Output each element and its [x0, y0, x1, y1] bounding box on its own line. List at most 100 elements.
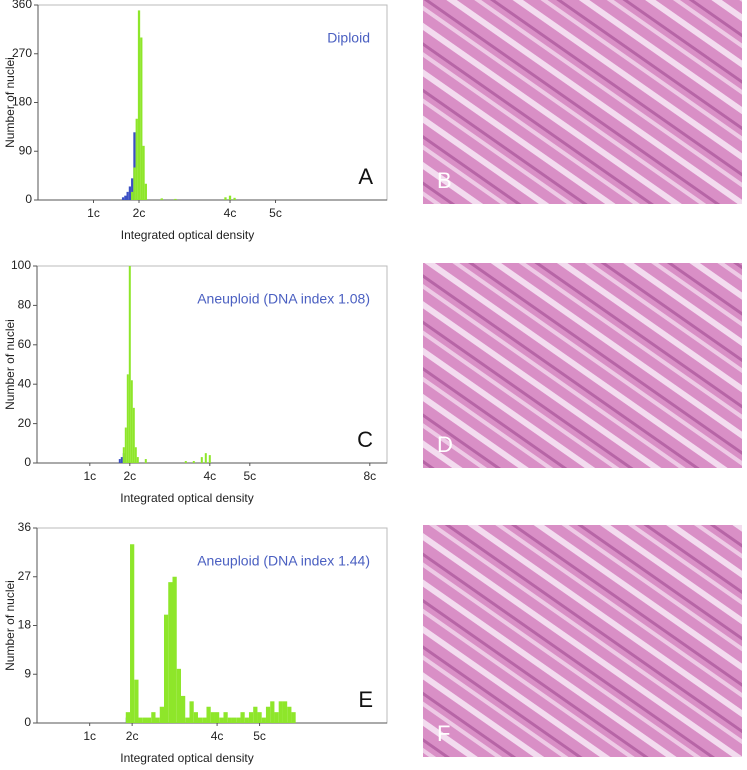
bar	[197, 717, 203, 723]
bar	[244, 717, 249, 723]
x-tick-label: 2c	[133, 206, 146, 220]
bar	[135, 118, 138, 200]
bar	[124, 427, 127, 463]
y-axis-title: Number of nuclei	[3, 57, 17, 148]
bar	[140, 37, 143, 200]
bar	[287, 706, 292, 723]
bar	[206, 706, 211, 723]
x-tick-label: 4c	[203, 469, 216, 483]
bar	[282, 701, 288, 723]
bar	[208, 455, 211, 463]
y-tick-label: 40	[18, 376, 32, 390]
image-label: F	[437, 721, 450, 746]
bar	[227, 717, 232, 723]
annotation: Diploid	[327, 30, 370, 46]
bar	[265, 706, 271, 723]
x-tick-label: 4c	[211, 729, 224, 743]
annotation: Aneuploid (DNA index 1.08)	[197, 291, 370, 307]
bar	[228, 195, 232, 200]
x-tick-label: 5c	[243, 469, 256, 483]
bar	[189, 701, 194, 723]
x-tick-label: 4c	[224, 206, 237, 220]
bar	[128, 266, 131, 463]
bar	[219, 717, 224, 723]
bar	[168, 582, 173, 723]
bar	[224, 197, 227, 200]
panel-label: C	[357, 427, 373, 452]
bar	[132, 407, 135, 463]
bar	[174, 198, 177, 200]
bar	[204, 453, 207, 463]
y-tick-label: 0	[24, 455, 31, 469]
bar	[133, 167, 136, 200]
bar	[155, 717, 160, 723]
y-axis-title: Number of nuclei	[3, 319, 17, 410]
x-tick-label: 8c	[363, 469, 376, 483]
x-tick-label: 1c	[83, 469, 96, 483]
y-tick-label: 0	[25, 192, 32, 206]
bar	[233, 197, 236, 200]
bar	[137, 10, 141, 200]
panel-label: E	[358, 687, 373, 712]
y-tick-label: 60	[18, 337, 32, 351]
bar	[184, 461, 187, 463]
bar	[138, 717, 143, 723]
bar	[121, 197, 125, 200]
bar	[274, 712, 279, 723]
bar	[130, 544, 135, 723]
bar	[144, 459, 147, 463]
panel-label: A	[358, 164, 373, 189]
bar	[231, 717, 237, 723]
bar	[120, 457, 123, 463]
bar	[192, 461, 195, 463]
micrograph	[423, 263, 742, 468]
bar	[136, 457, 139, 463]
x-tick-label: 2c	[126, 729, 139, 743]
bar	[261, 717, 266, 723]
bar	[130, 380, 133, 463]
y-tick-label: 360	[12, 0, 32, 11]
y-tick-label: 80	[18, 298, 32, 312]
bar	[131, 191, 134, 200]
bar	[124, 195, 127, 200]
bar	[193, 712, 198, 723]
x-axis-title: Integrated optical density	[120, 751, 253, 765]
x-axis-title: Integrated optical density	[121, 228, 254, 242]
bar	[131, 178, 134, 200]
bar	[278, 701, 283, 723]
bar	[142, 145, 145, 200]
x-tick-label: 5c	[269, 206, 282, 220]
bar	[257, 712, 262, 723]
bar	[253, 706, 258, 723]
micrograph	[423, 525, 742, 757]
y-tick-label: 100	[11, 258, 31, 272]
bar	[159, 706, 165, 723]
y-tick-label: 90	[19, 143, 33, 157]
bar	[214, 712, 220, 723]
y-tick-label: 270	[12, 46, 32, 60]
y-tick-label: 0	[24, 715, 31, 729]
bar	[142, 717, 148, 723]
bar	[185, 717, 190, 723]
y-tick-label: 27	[18, 569, 32, 583]
y-tick-label: 180	[12, 95, 32, 109]
image-label: D	[437, 432, 453, 457]
y-tick-label: 36	[18, 520, 32, 534]
bar	[270, 701, 275, 723]
y-tick-label: 18	[18, 618, 32, 632]
x-tick-label: 5c	[253, 729, 266, 743]
y-axis-title: Number of nuclei	[3, 580, 17, 671]
bar	[176, 668, 181, 723]
bar	[151, 712, 156, 723]
y-tick-label: 9	[24, 666, 31, 680]
bar	[126, 374, 129, 463]
bar	[134, 679, 139, 723]
x-tick-label: 1c	[83, 729, 96, 743]
bar	[164, 614, 169, 723]
bar	[126, 191, 129, 200]
bar	[122, 447, 125, 463]
bar	[118, 459, 121, 463]
annotation: Aneuploid (DNA index 1.44)	[197, 553, 370, 569]
